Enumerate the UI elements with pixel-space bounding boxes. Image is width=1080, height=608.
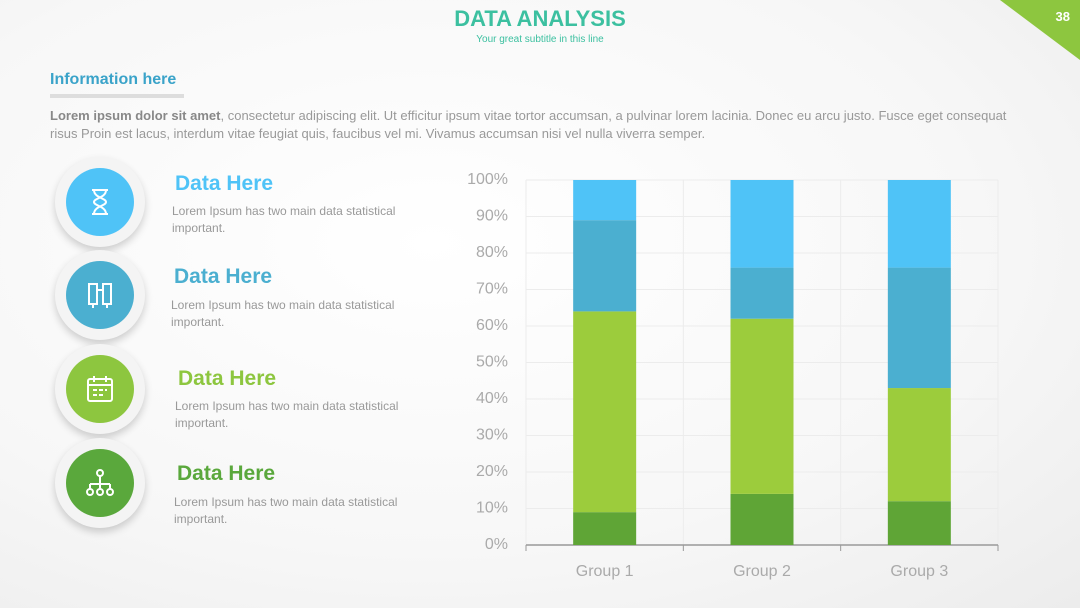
item-text: Lorem Ipsum has two main data statistica… xyxy=(172,204,396,235)
item-label: Data Here xyxy=(177,462,276,485)
heading-underline xyxy=(50,94,184,98)
item-text: Lorem Ipsum has two main data statistica… xyxy=(174,495,398,526)
icon-circle xyxy=(55,344,145,434)
y-tick-label: 90% xyxy=(476,208,508,225)
y-tick-label: 20% xyxy=(476,463,508,480)
item-label: Data Here xyxy=(174,265,273,288)
bar-segment xyxy=(730,180,794,268)
x-tick-label: Group 3 xyxy=(890,563,948,580)
item-text: Lorem Ipsum has two main data statistica… xyxy=(171,298,395,329)
item-label: Data Here xyxy=(178,367,277,390)
y-tick-label: 100% xyxy=(467,171,508,188)
subtitle: Your great subtitle in this line xyxy=(476,34,604,45)
bar-segment xyxy=(887,180,951,268)
bar-segment xyxy=(573,512,637,545)
corner xyxy=(1000,0,1080,60)
y-tick-label: 30% xyxy=(476,427,508,444)
bar-segment xyxy=(730,267,794,319)
lead-paragraph: Lorem ipsum dolor sit amet, consectetur … xyxy=(50,107,1010,143)
icon-circle xyxy=(55,157,145,247)
y-tick-label: 70% xyxy=(476,281,508,298)
bar-segment xyxy=(573,220,637,312)
item-label: Data Here xyxy=(175,172,274,195)
section-heading: Information here xyxy=(50,71,177,88)
y-tick-label: 50% xyxy=(476,354,508,371)
bar-segment xyxy=(887,267,951,389)
y-tick-label: 40% xyxy=(476,390,508,407)
icon-circle xyxy=(55,250,145,340)
lead-text: , consectetur adipiscing elit. Ut effici… xyxy=(50,108,1007,141)
bar-segment xyxy=(730,493,794,545)
bar-segment xyxy=(573,180,637,221)
y-tick-label: 60% xyxy=(476,317,508,334)
item-text: Lorem Ipsum has two main data statistica… xyxy=(175,399,399,430)
y-tick-label: 0% xyxy=(485,536,508,553)
x-tick-label: Group 2 xyxy=(733,563,791,580)
bar-segment xyxy=(730,318,794,494)
bar-segment xyxy=(887,388,951,502)
x-tick-label: Group 1 xyxy=(576,563,634,580)
y-tick-label: 10% xyxy=(476,500,508,517)
icon-circle xyxy=(55,438,145,528)
title: DATA ANALYSIS xyxy=(454,6,626,31)
lead-bold: Lorem ipsum dolor sit amet xyxy=(50,108,221,123)
y-tick-label: 80% xyxy=(476,244,508,261)
page-number: 38 xyxy=(1055,9,1070,24)
bar-segment xyxy=(573,311,637,513)
bar-segment xyxy=(887,501,951,545)
